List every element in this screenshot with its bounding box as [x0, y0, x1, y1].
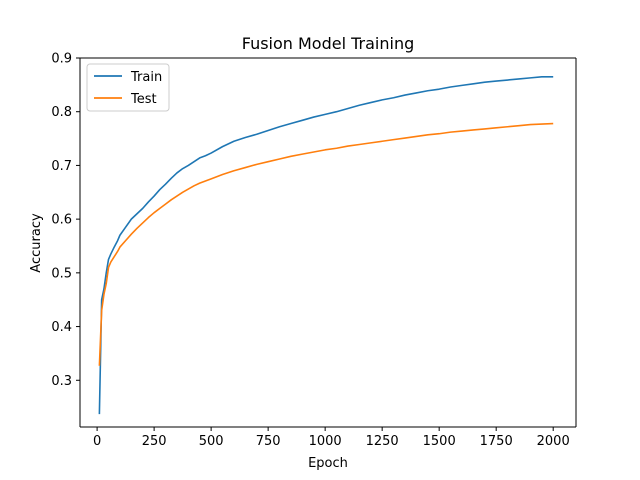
- plot-area: [80, 58, 576, 427]
- y-axis-label: Accuracy: [29, 213, 44, 273]
- legend-label-train: Train: [130, 70, 162, 85]
- series-line-test: [98, 122, 554, 366]
- y-tick-label: 0.6: [51, 213, 72, 228]
- x-tick-label: 750: [256, 434, 281, 449]
- series-line-train: [98, 76, 554, 415]
- x-tick-label: 1250: [366, 434, 399, 449]
- y-ticks: 0.3 0.4 0.5 0.6 0.7 0.8 0.9: [51, 52, 80, 389]
- axes-layer: [79, 57, 577, 428]
- y-tick-label: 0.3: [51, 374, 72, 389]
- legend-label-test: Test: [130, 92, 157, 107]
- x-tick-label: 250: [142, 434, 167, 449]
- x-tick-label: 2000: [537, 434, 570, 449]
- y-tick-label: 0.9: [51, 52, 72, 67]
- legend: Train Test: [86, 63, 170, 112]
- y-tick-label: 0.7: [51, 159, 72, 174]
- chart-title: Fusion Model Training: [242, 34, 415, 53]
- y-tick-label: 0.5: [51, 266, 72, 281]
- y-tick-label: 0.4: [51, 320, 72, 335]
- x-tick-label: 1500: [423, 434, 456, 449]
- x-tick-label: 1000: [309, 434, 342, 449]
- x-tick-label: 500: [199, 434, 224, 449]
- x-axis-label: Epoch: [308, 456, 348, 471]
- x-ticks: 0 250 500 750 1000 1250 1500 1750 2000: [93, 427, 570, 449]
- y-tick-label: 0.8: [51, 105, 72, 120]
- x-tick-label: 0: [93, 434, 101, 449]
- series-layer: [98, 76, 554, 415]
- x-tick-label: 1750: [480, 434, 513, 449]
